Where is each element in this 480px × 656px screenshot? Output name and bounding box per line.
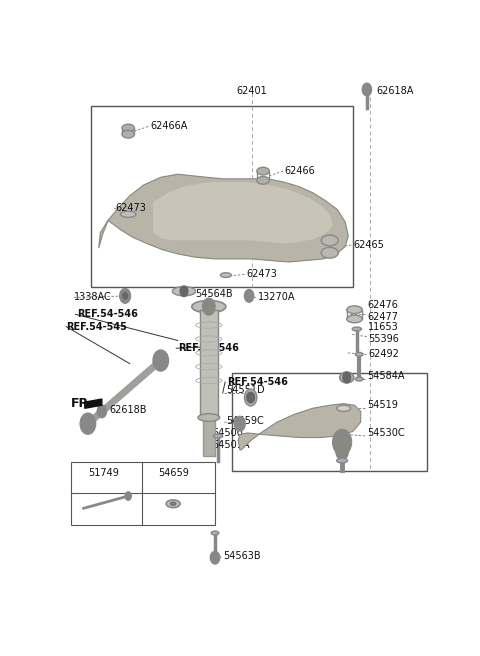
Text: 54584A: 54584A bbox=[367, 371, 404, 381]
Ellipse shape bbox=[211, 554, 219, 558]
Ellipse shape bbox=[321, 235, 338, 246]
Text: 54551D: 54551D bbox=[226, 385, 264, 395]
Ellipse shape bbox=[257, 176, 269, 184]
Bar bbox=[200, 310, 218, 417]
Text: 62473: 62473 bbox=[116, 203, 147, 213]
Circle shape bbox=[123, 293, 127, 299]
Ellipse shape bbox=[192, 300, 226, 313]
Ellipse shape bbox=[340, 372, 354, 383]
Ellipse shape bbox=[355, 352, 363, 356]
Text: 62618B: 62618B bbox=[109, 405, 147, 415]
Ellipse shape bbox=[211, 531, 219, 535]
Ellipse shape bbox=[347, 315, 362, 323]
Text: 1338AC: 1338AC bbox=[74, 293, 112, 302]
Circle shape bbox=[153, 350, 168, 371]
Polygon shape bbox=[85, 399, 102, 408]
Text: 62473: 62473 bbox=[246, 270, 277, 279]
Text: 51749: 51749 bbox=[88, 468, 119, 478]
Text: 62492: 62492 bbox=[369, 350, 399, 359]
Text: 13270A: 13270A bbox=[258, 293, 295, 302]
Ellipse shape bbox=[220, 273, 231, 277]
Circle shape bbox=[333, 430, 351, 455]
Text: 11653
55396: 11653 55396 bbox=[369, 322, 399, 344]
Ellipse shape bbox=[352, 327, 361, 331]
Text: 54530C: 54530C bbox=[367, 428, 405, 438]
Ellipse shape bbox=[198, 414, 220, 421]
Text: REF.54-546: REF.54-546 bbox=[178, 343, 239, 353]
Polygon shape bbox=[238, 403, 360, 450]
Circle shape bbox=[234, 417, 245, 431]
Ellipse shape bbox=[214, 434, 223, 438]
Bar bbox=[232, 373, 427, 472]
Circle shape bbox=[120, 289, 131, 303]
Circle shape bbox=[203, 298, 215, 315]
Polygon shape bbox=[153, 182, 333, 243]
Text: FR.: FR. bbox=[71, 397, 94, 410]
Ellipse shape bbox=[321, 247, 338, 258]
Circle shape bbox=[180, 286, 188, 297]
Circle shape bbox=[97, 405, 107, 418]
Circle shape bbox=[80, 413, 96, 434]
Text: REF.54-545: REF.54-545 bbox=[66, 321, 127, 332]
Bar bbox=[91, 106, 353, 287]
Ellipse shape bbox=[244, 389, 257, 406]
Polygon shape bbox=[99, 174, 348, 262]
Ellipse shape bbox=[347, 306, 362, 314]
Text: 54659: 54659 bbox=[158, 468, 189, 478]
Text: REF.54-546: REF.54-546 bbox=[77, 310, 138, 319]
Ellipse shape bbox=[257, 167, 269, 175]
Circle shape bbox=[244, 289, 254, 302]
Text: 62618A: 62618A bbox=[376, 87, 414, 96]
Text: REF.54-546: REF.54-546 bbox=[227, 377, 288, 387]
Text: 62466A: 62466A bbox=[150, 121, 187, 131]
Text: 54564B: 54564B bbox=[196, 289, 233, 299]
Text: 54563B: 54563B bbox=[223, 551, 260, 561]
Circle shape bbox=[247, 392, 254, 403]
Ellipse shape bbox=[122, 131, 134, 138]
Text: 62476
62477: 62476 62477 bbox=[367, 300, 398, 322]
Ellipse shape bbox=[166, 500, 180, 508]
Text: 62465: 62465 bbox=[353, 240, 384, 250]
Bar bbox=[203, 417, 215, 456]
Ellipse shape bbox=[120, 211, 136, 217]
Circle shape bbox=[125, 492, 132, 501]
Circle shape bbox=[336, 443, 348, 460]
Ellipse shape bbox=[336, 459, 348, 463]
Text: 54500
54501A: 54500 54501A bbox=[212, 428, 250, 450]
Text: 54559C: 54559C bbox=[226, 416, 264, 426]
Circle shape bbox=[362, 83, 372, 96]
Circle shape bbox=[343, 372, 350, 382]
Ellipse shape bbox=[336, 405, 350, 411]
Text: 62466: 62466 bbox=[285, 166, 315, 176]
Circle shape bbox=[210, 551, 220, 564]
Text: 54519: 54519 bbox=[367, 400, 398, 410]
Ellipse shape bbox=[170, 502, 176, 505]
Ellipse shape bbox=[355, 377, 363, 381]
Bar bbox=[71, 462, 215, 525]
Text: 62401: 62401 bbox=[237, 87, 267, 96]
Ellipse shape bbox=[172, 287, 196, 296]
Ellipse shape bbox=[122, 124, 134, 132]
